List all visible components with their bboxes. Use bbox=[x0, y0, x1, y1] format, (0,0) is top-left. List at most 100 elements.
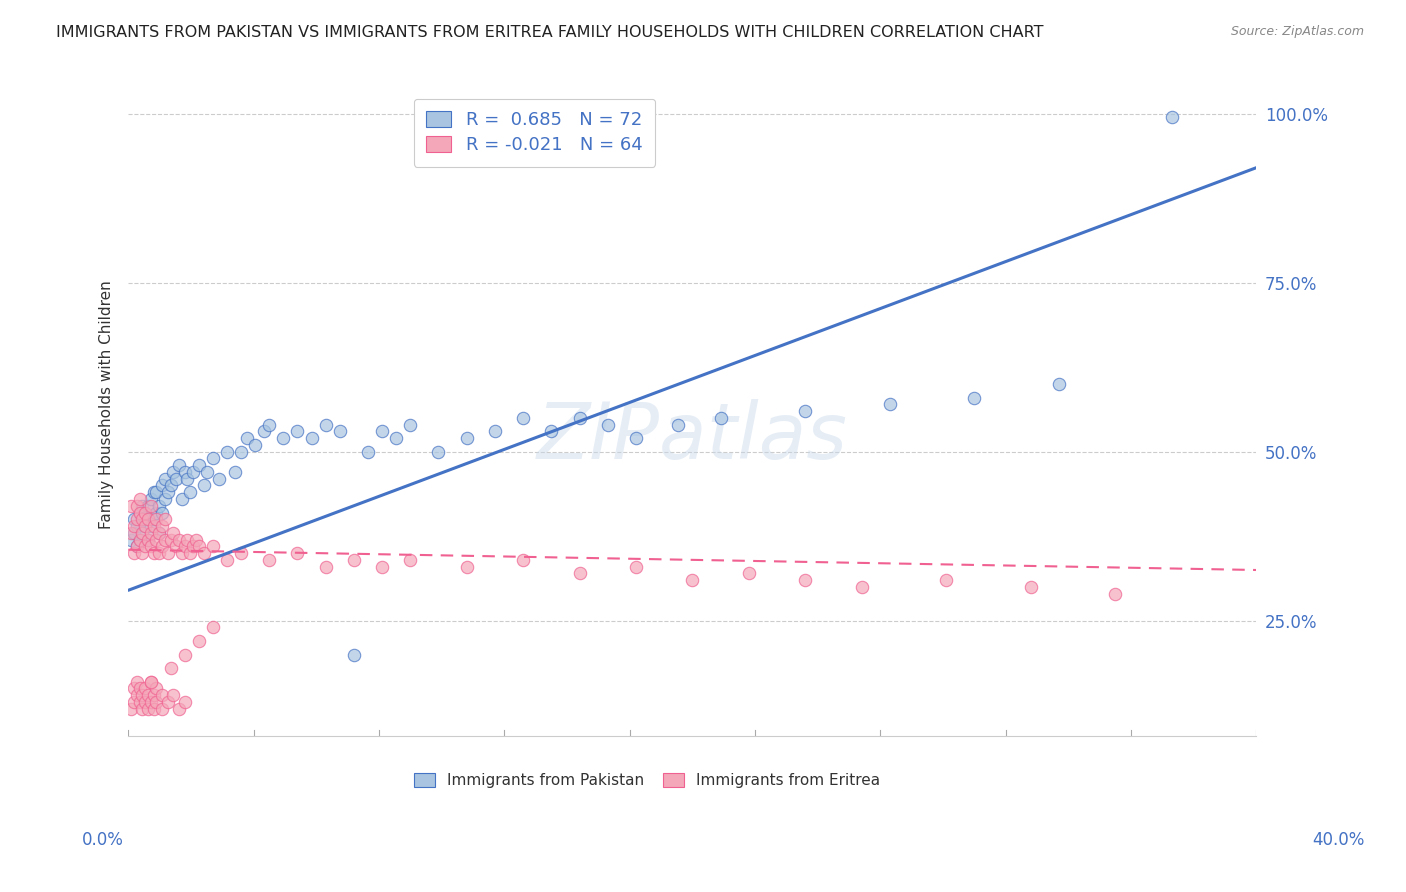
Point bbox=[139, 491, 162, 506]
Point bbox=[145, 533, 167, 547]
Point bbox=[134, 539, 156, 553]
Point bbox=[128, 681, 150, 696]
Point bbox=[148, 525, 170, 540]
Point bbox=[159, 478, 181, 492]
Point bbox=[153, 533, 176, 547]
Point bbox=[131, 525, 153, 540]
Text: ZIPatlas: ZIPatlas bbox=[537, 400, 848, 475]
Point bbox=[540, 425, 562, 439]
Point bbox=[131, 688, 153, 702]
Point bbox=[170, 546, 193, 560]
Point bbox=[153, 512, 176, 526]
Point bbox=[215, 553, 238, 567]
Point bbox=[134, 506, 156, 520]
Point bbox=[156, 485, 179, 500]
Point bbox=[568, 566, 591, 581]
Point bbox=[136, 701, 159, 715]
Point bbox=[879, 397, 901, 411]
Point bbox=[681, 573, 703, 587]
Point bbox=[145, 681, 167, 696]
Point bbox=[167, 533, 190, 547]
Point bbox=[568, 410, 591, 425]
Point bbox=[184, 533, 207, 547]
Point bbox=[153, 472, 176, 486]
Point bbox=[224, 465, 246, 479]
Point bbox=[187, 458, 209, 473]
Point bbox=[122, 525, 145, 540]
Point bbox=[173, 539, 195, 553]
Point bbox=[134, 695, 156, 709]
Point bbox=[253, 425, 276, 439]
Point bbox=[136, 512, 159, 526]
Point bbox=[128, 533, 150, 547]
Point bbox=[148, 499, 170, 513]
Text: IMMIGRANTS FROM PAKISTAN VS IMMIGRANTS FROM ERITREA FAMILY HOUSEHOLDS WITH CHILD: IMMIGRANTS FROM PAKISTAN VS IMMIGRANTS F… bbox=[56, 25, 1043, 40]
Text: 40.0%: 40.0% bbox=[1312, 831, 1365, 849]
Point bbox=[484, 425, 506, 439]
Point bbox=[162, 688, 184, 702]
Point bbox=[150, 478, 173, 492]
Point bbox=[187, 634, 209, 648]
Point bbox=[399, 417, 422, 432]
Point bbox=[1104, 587, 1126, 601]
Point bbox=[139, 674, 162, 689]
Point bbox=[287, 425, 309, 439]
Point bbox=[150, 506, 173, 520]
Point bbox=[259, 417, 281, 432]
Point bbox=[181, 539, 204, 553]
Point bbox=[193, 546, 215, 560]
Point bbox=[134, 681, 156, 696]
Point bbox=[136, 533, 159, 547]
Point bbox=[165, 539, 187, 553]
Point bbox=[142, 546, 165, 560]
Point bbox=[343, 648, 366, 662]
Y-axis label: Family Households with Children: Family Households with Children bbox=[100, 280, 114, 529]
Point bbox=[145, 485, 167, 500]
Point bbox=[131, 525, 153, 540]
Point bbox=[122, 512, 145, 526]
Point bbox=[125, 499, 148, 513]
Point bbox=[139, 499, 162, 513]
Point bbox=[427, 444, 450, 458]
Point bbox=[167, 701, 190, 715]
Point bbox=[120, 533, 142, 547]
Point bbox=[1019, 580, 1042, 594]
Point bbox=[738, 566, 761, 581]
Point bbox=[159, 533, 181, 547]
Point bbox=[181, 465, 204, 479]
Point bbox=[139, 695, 162, 709]
Point bbox=[195, 465, 218, 479]
Point bbox=[142, 512, 165, 526]
Point bbox=[142, 701, 165, 715]
Point bbox=[131, 546, 153, 560]
Point bbox=[512, 553, 534, 567]
Point bbox=[243, 438, 266, 452]
Point bbox=[851, 580, 873, 594]
Point bbox=[125, 539, 148, 553]
Point bbox=[176, 533, 198, 547]
Point bbox=[709, 410, 731, 425]
Point bbox=[148, 546, 170, 560]
Point bbox=[134, 519, 156, 533]
Point bbox=[120, 525, 142, 540]
Point bbox=[125, 519, 148, 533]
Point bbox=[131, 499, 153, 513]
Point bbox=[456, 431, 478, 445]
Point bbox=[125, 512, 148, 526]
Point bbox=[122, 695, 145, 709]
Point bbox=[1047, 377, 1070, 392]
Point bbox=[142, 688, 165, 702]
Point bbox=[229, 546, 252, 560]
Point bbox=[207, 472, 229, 486]
Point bbox=[301, 431, 323, 445]
Point bbox=[134, 512, 156, 526]
Point bbox=[329, 425, 352, 439]
Text: 0.0%: 0.0% bbox=[82, 831, 124, 849]
Point bbox=[399, 553, 422, 567]
Point bbox=[120, 499, 142, 513]
Point bbox=[148, 525, 170, 540]
Point bbox=[229, 444, 252, 458]
Point bbox=[156, 695, 179, 709]
Point bbox=[125, 674, 148, 689]
Point bbox=[193, 478, 215, 492]
